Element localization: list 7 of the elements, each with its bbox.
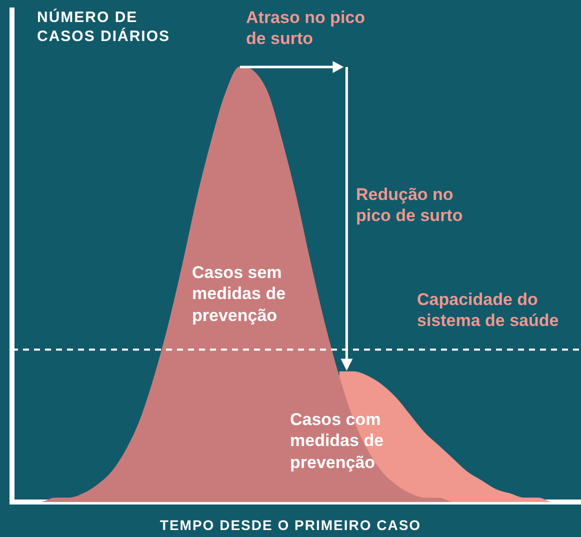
x-axis-title: TEMPO DESDE O PRIMEIRO CASO	[158, 517, 422, 534]
y-axis-title: NÚMERO DE CASOS DIÁRIOS	[37, 9, 172, 46]
series-label: Casos com medidas de prevenção	[290, 409, 385, 473]
annotation: Redução no pico de surto	[356, 184, 464, 226]
text: Atraso no pico de surto	[246, 7, 366, 50]
ref-line-label: Capacidade do sistema de saúde	[417, 289, 560, 332]
series-label: Casos sem medidas de prevenção	[192, 262, 287, 326]
